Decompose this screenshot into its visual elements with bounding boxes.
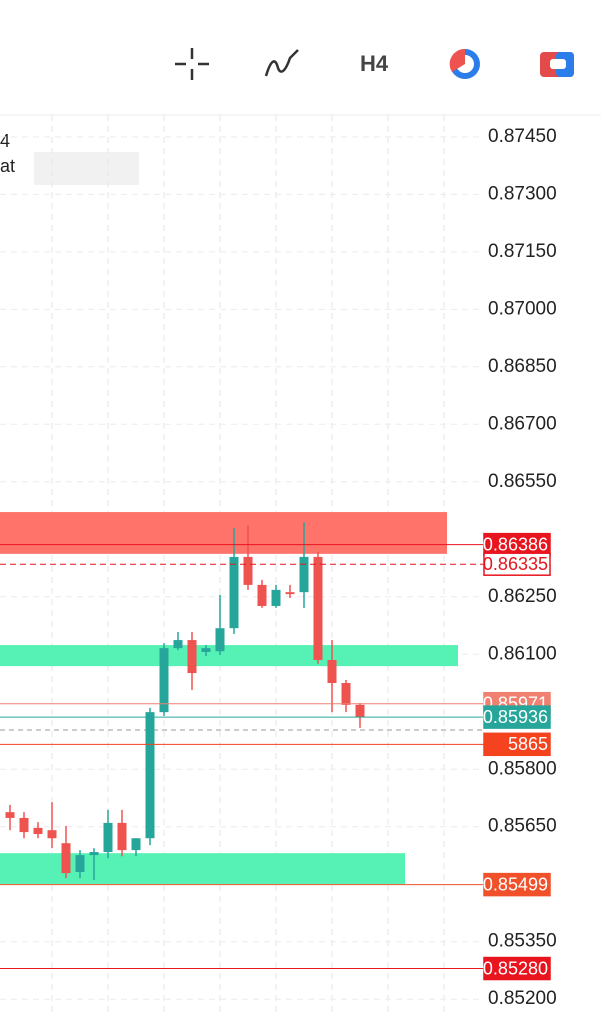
timeframe-button[interactable]: H4 [360,51,389,76]
candle-body [187,640,197,674]
price-label: 0.86335 [483,554,548,574]
price-label: 0.85280 [483,958,548,978]
candle-body [201,648,211,652]
toolbar: H4 [175,48,574,80]
price-label: 5865 [508,734,548,754]
price-label-box [483,872,551,897]
candle-body [61,843,71,874]
candle-body [117,822,127,851]
candle-body [75,855,85,872]
candle-body [159,648,169,713]
y-tick-label: 0.86250 [488,586,557,607]
y-tick-label: 0.86100 [488,643,557,664]
clock-button[interactable] [449,48,480,79]
indicator-button[interactable] [264,49,299,77]
legend-text: 4 [0,131,10,151]
price-label-box [483,705,551,729]
y-tick-label: 0.85800 [488,758,557,779]
y-tick-label: 0.86850 [488,356,557,377]
legend-text: at [0,156,15,176]
candle-body [313,556,323,661]
trade-button[interactable] [540,52,574,77]
price-label: 0.85936 [483,707,548,727]
y-tick-label: 0.85200 [488,988,557,1009]
candle-body [271,589,281,606]
candle-body [285,592,295,595]
candle-body [299,556,309,593]
zone [0,853,405,885]
y-tick-label: 0.85350 [488,931,557,952]
candle-body [327,660,337,684]
y-tick-label: 0.87450 [488,126,557,147]
price-label-box [483,956,551,981]
candle-body [89,852,99,856]
candle-body [145,712,155,839]
y-tick-label: 0.85650 [488,816,557,837]
y-tick-label: 0.87150 [488,241,557,262]
candle-body [341,683,351,705]
blurred-region [34,152,139,185]
candle-body [5,812,15,818]
price-label: 0.85499 [483,874,548,894]
candle-body [257,584,267,606]
y-tick-label: 0.87300 [488,183,557,204]
zone [0,512,447,554]
candle-body [243,556,253,585]
candle-body [131,838,141,851]
price-label: 0.86386 [483,534,548,554]
y-tick-label: 0.87000 [488,298,557,319]
crosshair-button[interactable] [175,48,209,80]
zone [0,645,458,667]
candle-body [19,817,29,833]
candle-body [215,628,225,652]
candle-body [47,830,57,839]
price-label-box [483,552,551,576]
candle-body [103,822,113,853]
candle-body [33,827,43,835]
candle-body [229,556,239,629]
candle-body [355,704,365,718]
price-label-box [483,732,551,757]
y-tick-label: 0.86700 [488,413,557,434]
y-tick-label: 0.86550 [488,471,557,492]
candle-body [173,640,183,649]
